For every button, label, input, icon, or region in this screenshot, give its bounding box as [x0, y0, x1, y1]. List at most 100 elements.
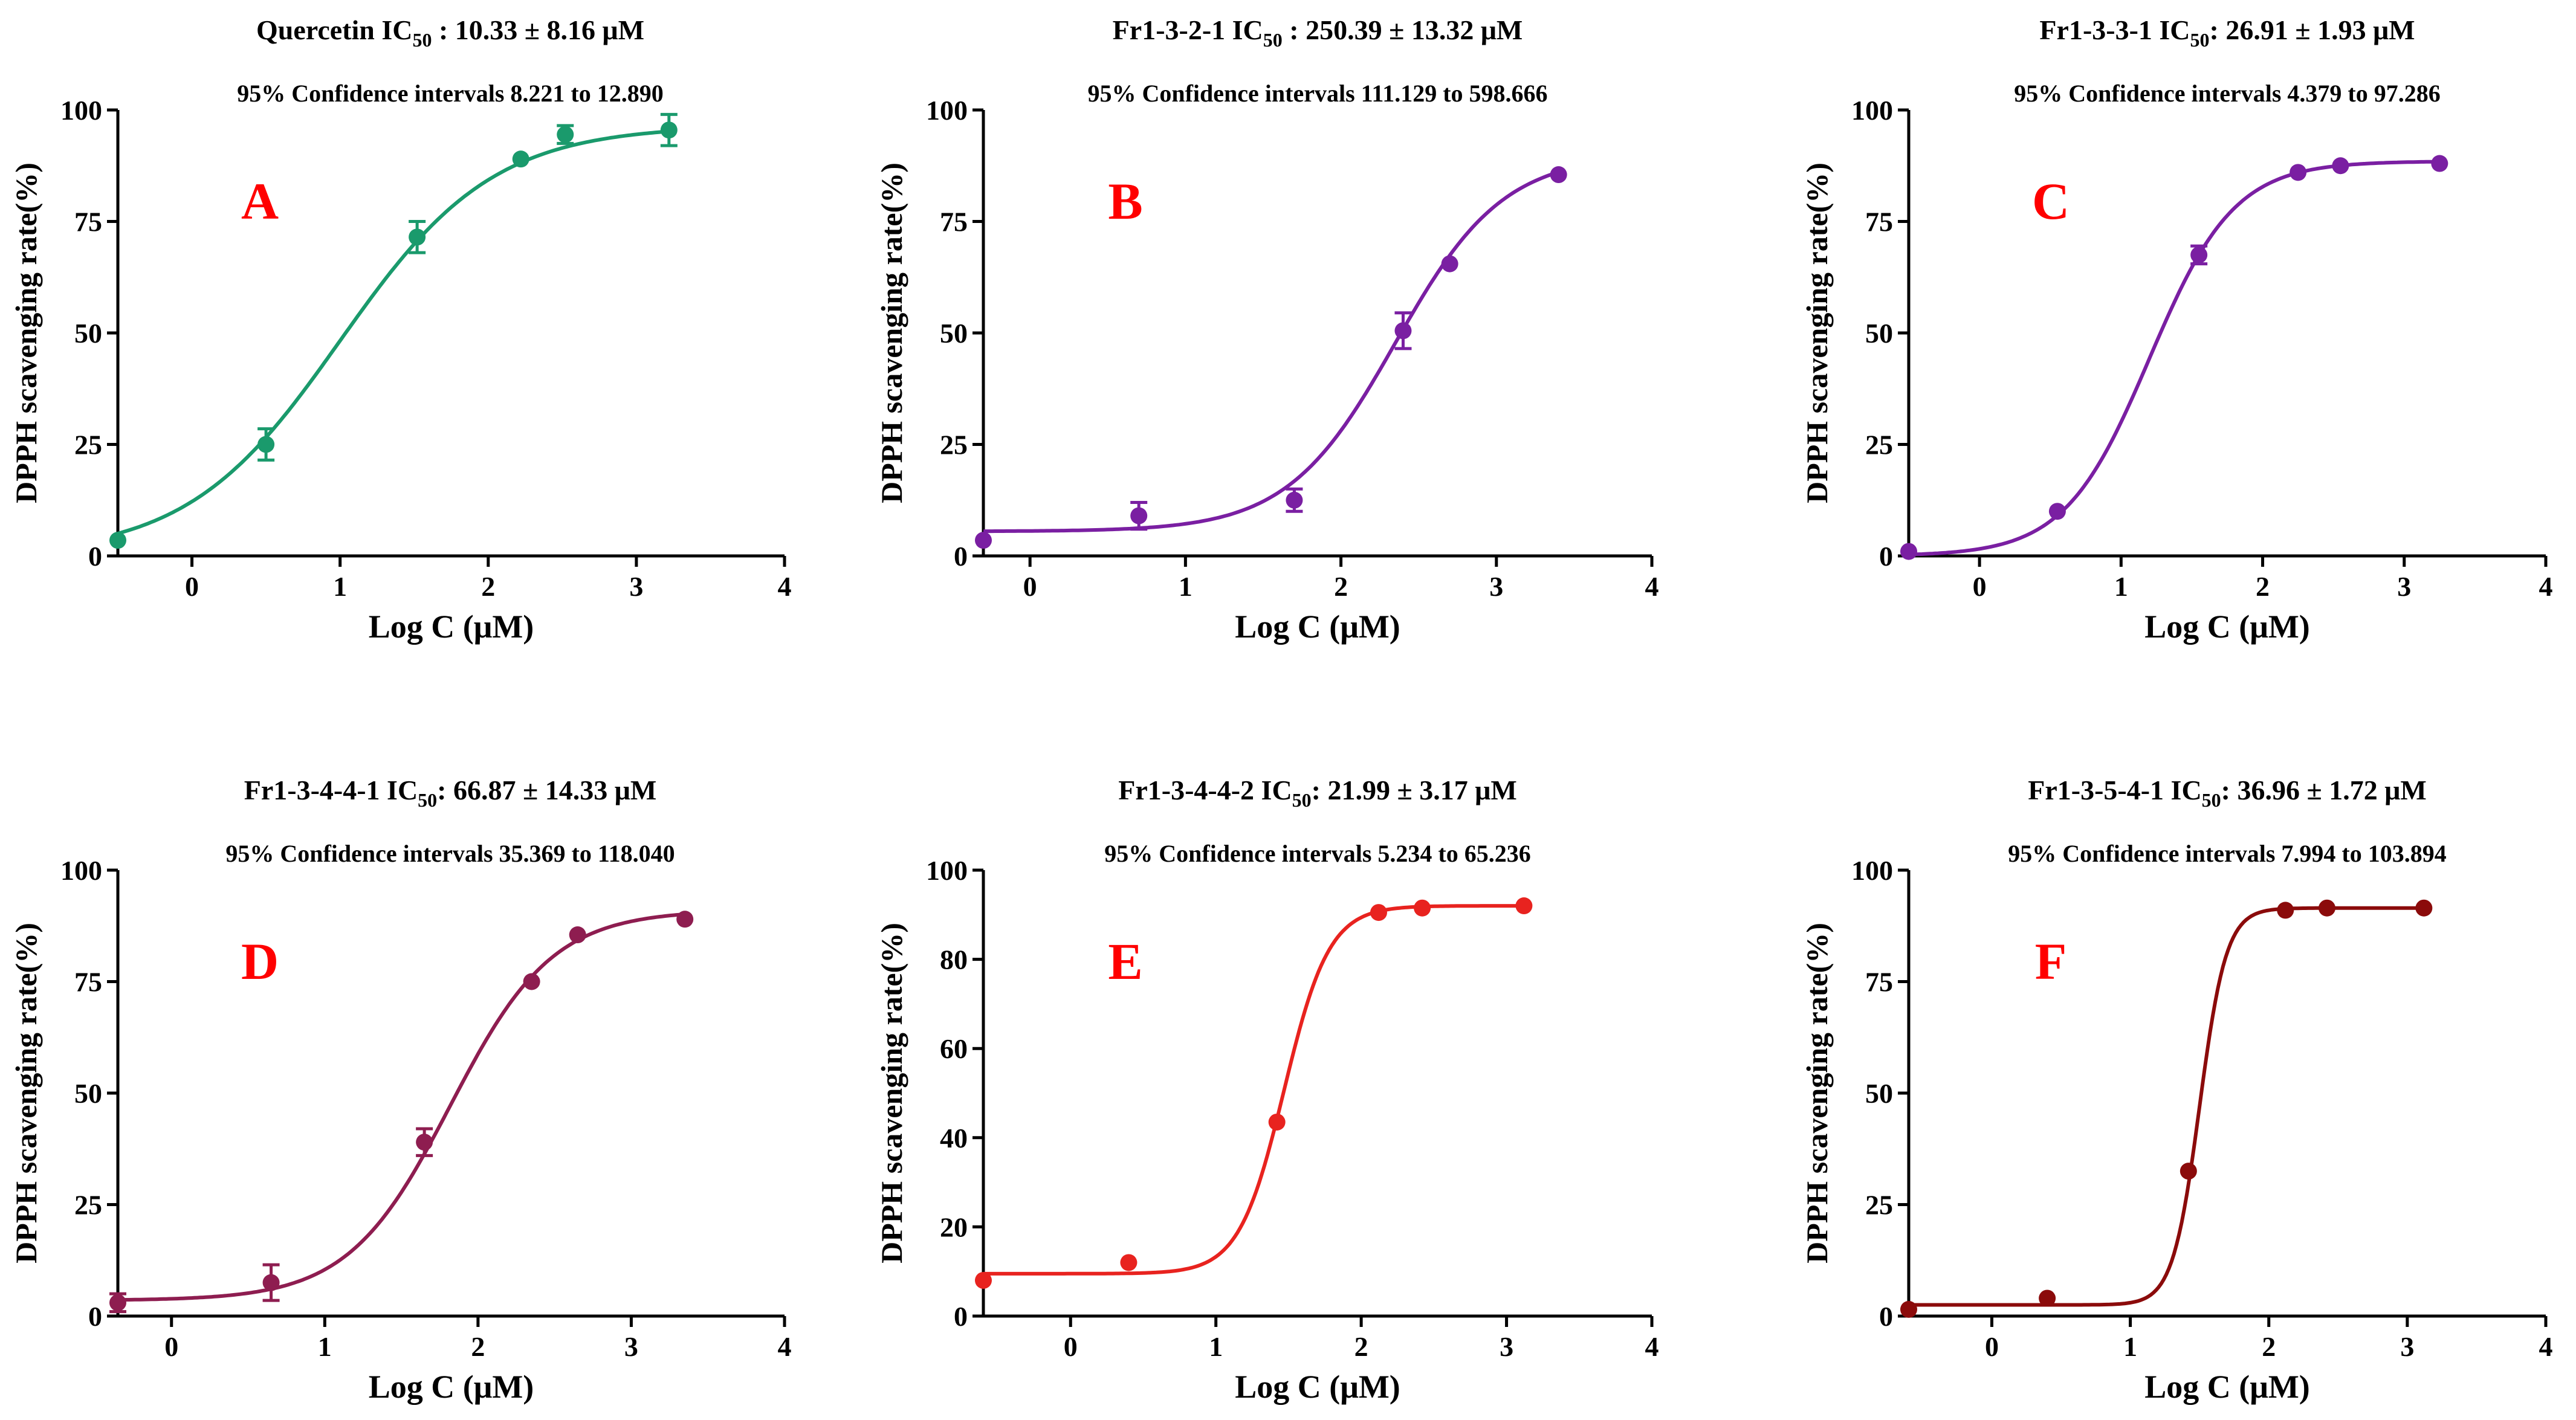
confidence-interval-text: 95% Confidence intervals 4.379 to 97.286 [2014, 80, 2441, 107]
title-subscript: 50 [2190, 29, 2210, 51]
data-point [1370, 904, 1387, 921]
data-point [1550, 166, 1567, 184]
panel-letter: C [2032, 172, 2070, 230]
x-tick-label: 2 [1334, 571, 1348, 602]
y-tick-label: 25 [1865, 430, 1893, 460]
data-point [409, 228, 426, 246]
y-tick-label: 50 [940, 318, 968, 349]
y-tick-label: 50 [74, 1078, 102, 1109]
chart-title: Fr1-3-2-1 IC50 : 250.39 ± 13.32 μM [1113, 15, 1523, 51]
title-prefix: Fr1-3-5-4-1 IC [2028, 775, 2201, 805]
y-tick-label: 100 [926, 855, 968, 886]
data-point [1900, 1300, 1917, 1318]
y-axis-label: DPPH scavenging rate(%) [9, 923, 43, 1263]
y-tick-label: 100 [1851, 95, 1893, 126]
data-point [2415, 899, 2433, 917]
confidence-interval-text: 95% Confidence intervals 7.994 to 103.89… [2008, 840, 2447, 867]
data-point [2048, 503, 2066, 520]
data-point [660, 121, 678, 139]
panel-letter: A [241, 172, 279, 230]
y-tick-label: 75 [74, 207, 102, 237]
data-point [109, 532, 126, 549]
x-tick-label: 3 [1500, 1331, 1513, 1362]
y-tick-label: 100 [60, 855, 102, 886]
title-subscript: 50 [418, 789, 437, 811]
title-suffix: : 250.39 ± 13.32 μM [1283, 15, 1523, 45]
x-tick-label: 3 [2400, 1331, 2414, 1362]
title-suffix: : 36.96 ± 1.72 μM [2221, 775, 2427, 805]
x-tick-label: 0 [1973, 571, 1987, 602]
data-point [1120, 1254, 1138, 1271]
data-point [2190, 246, 2208, 263]
x-tick-label: 2 [481, 571, 495, 602]
x-tick-label: 1 [2114, 571, 2128, 602]
chart-title: Fr1-3-4-4-1 IC50: 66.87 ± 14.33 μM [244, 775, 656, 811]
title-prefix: Fr1-3-4-4-1 IC [244, 775, 418, 805]
data-point [262, 1274, 280, 1291]
x-tick-label: 2 [1354, 1331, 1368, 1362]
x-tick-label: 1 [1179, 571, 1193, 602]
y-axis-label: DPPH scavenging rate(%) [9, 163, 43, 503]
fit-curve [1908, 160, 2440, 557]
x-axis-label: Log C (μM) [2144, 1369, 2310, 1405]
y-axis-label: DPPH scavenging rate(%) [1800, 923, 1834, 1263]
data-point [416, 1134, 433, 1151]
data-point [557, 126, 574, 143]
chart-title: Fr1-3-4-4-2 IC50: 21.99 ± 3.17 μM [1118, 775, 1516, 811]
x-axis-label: Log C (μM) [369, 1369, 534, 1405]
y-tick-label: 60 [940, 1033, 968, 1064]
panel-letter: D [241, 932, 279, 990]
x-tick-label: 0 [1023, 571, 1037, 602]
y-tick-label: 75 [940, 207, 968, 237]
x-tick-label: 4 [1645, 571, 1659, 602]
data-point [975, 1271, 992, 1289]
x-tick-label: 0 [164, 1331, 178, 1362]
x-tick-label: 0 [1985, 1331, 1999, 1362]
y-tick-label: 0 [88, 541, 102, 572]
data-point [1515, 897, 1533, 915]
x-axis-label: Log C (μM) [1235, 608, 1400, 645]
y-tick-label: 25 [1865, 1190, 1893, 1221]
y-tick-label: 75 [1865, 967, 1893, 998]
y-tick-label: 0 [954, 541, 968, 572]
panel-f: Fr1-3-5-4-1 IC 50 : 36.96 ± 1.72 μM 95% Con… [1800, 775, 2553, 1405]
data-point [2277, 902, 2294, 919]
confidence-interval-text: 95% Confidence intervals 35.369 to 118.0… [225, 840, 675, 867]
x-axis-label: Log C (μM) [369, 608, 534, 645]
title-suffix: : 26.91 ± 1.93 μM [2210, 15, 2415, 45]
data-point [2180, 1163, 2197, 1180]
x-tick-label: 2 [471, 1331, 485, 1362]
y-tick-label: 40 [940, 1123, 968, 1154]
x-tick-label: 0 [185, 571, 199, 602]
panel-letter: E [1108, 932, 1142, 990]
y-tick-label: 75 [1865, 207, 1893, 237]
x-tick-label: 3 [629, 571, 643, 602]
x-tick-label: 4 [778, 571, 792, 602]
data-point [2290, 164, 2307, 181]
y-axis-label: DPPH scavenging rate(%) [875, 163, 908, 503]
data-point [1286, 491, 1303, 509]
data-point [975, 532, 992, 549]
data-point [523, 973, 540, 990]
data-point [2039, 1289, 2056, 1307]
y-tick-label: 100 [60, 95, 102, 126]
title-subscript: 50 [1263, 29, 1283, 51]
y-tick-label: 50 [1865, 318, 1893, 349]
y-tick-label: 50 [1865, 1078, 1893, 1109]
data-point [2332, 157, 2349, 175]
title-suffix: : 10.33 ± 8.16 μM [432, 15, 644, 45]
y-tick-label: 25 [74, 1190, 102, 1221]
title-suffix: : 66.87 ± 14.33 μM [437, 775, 656, 805]
x-tick-label: 1 [318, 1331, 332, 1362]
data-point [1900, 543, 1917, 560]
data-point [1441, 255, 1458, 273]
title-subscript: 50 [1292, 789, 1312, 811]
y-tick-label: 0 [954, 1301, 968, 1332]
x-tick-label: 3 [624, 1331, 638, 1362]
y-tick-label: 80 [940, 944, 968, 975]
fit-curve [983, 904, 1524, 1276]
